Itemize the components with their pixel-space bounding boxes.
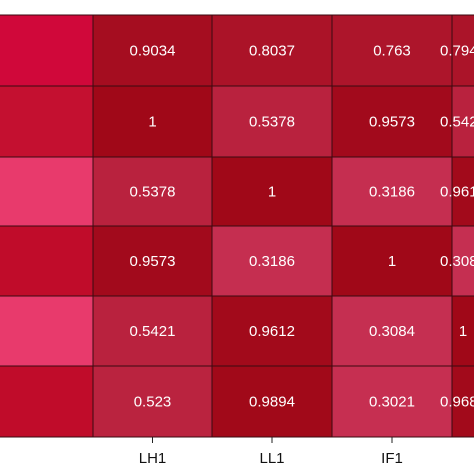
heatmap-cell bbox=[92, 295, 213, 367]
x-tick-label: LH1 bbox=[139, 450, 167, 467]
heatmap-cell-value: 0.3186 bbox=[249, 253, 295, 270]
heatmap-cell bbox=[0, 14, 94, 87]
heatmap-cell-value: 0.3084 bbox=[369, 323, 415, 340]
heatmap-cell-value: 0.8037 bbox=[249, 43, 295, 60]
heatmap-cell-value: 0.9688 bbox=[440, 394, 474, 411]
heatmap-cell bbox=[331, 14, 453, 87]
heatmap-cell bbox=[211, 14, 333, 87]
heatmap-cell-value: 0.9612 bbox=[249, 323, 295, 340]
heatmap-cell bbox=[331, 85, 453, 158]
heatmap-cell-value: 0.9894 bbox=[249, 394, 295, 411]
heatmap-cell-value: 1 bbox=[148, 114, 156, 131]
heatmap-cell bbox=[451, 85, 474, 158]
heatmap-cell bbox=[92, 365, 213, 438]
heatmap-cell-value: 1 bbox=[388, 253, 396, 270]
heatmap-cell-value: 0.3186 bbox=[369, 184, 415, 201]
heatmap-cell bbox=[0, 225, 94, 297]
heatmap-cell-value: 0.5421 bbox=[130, 323, 176, 340]
heatmap-cell bbox=[92, 85, 213, 158]
heatmap-cell-value: 0.9573 bbox=[369, 114, 415, 131]
heatmap-cell bbox=[451, 295, 474, 367]
heatmap-cell bbox=[331, 295, 453, 367]
x-tick-label: IF1 bbox=[381, 450, 403, 467]
heatmap-cell-value: 1 bbox=[459, 323, 467, 340]
heatmap-cell bbox=[211, 295, 333, 367]
heatmap-cell-value: 0.5421 bbox=[440, 114, 474, 131]
heatmap-cell bbox=[451, 365, 474, 438]
heatmap-cell bbox=[331, 156, 453, 227]
heatmap-cell bbox=[451, 14, 474, 87]
heatmap-cell bbox=[0, 295, 94, 367]
heatmap-cell-value: 0.763 bbox=[373, 43, 411, 60]
heatmap-cell-value: 0.5378 bbox=[130, 184, 176, 201]
heatmap-cell bbox=[331, 365, 453, 438]
heatmap-cell bbox=[331, 225, 453, 297]
heatmap-cell-value: 0.9573 bbox=[130, 253, 176, 270]
heatmap-cell bbox=[0, 85, 94, 158]
heatmap-cell bbox=[451, 225, 474, 297]
heatmap-cell-value: 0.9034 bbox=[130, 43, 176, 60]
x-tick-label: LL1 bbox=[259, 450, 284, 467]
heatmap-cell-value: 0.3021 bbox=[369, 394, 415, 411]
heatmap-cell bbox=[211, 225, 333, 297]
heatmap-cell-value: 1 bbox=[268, 184, 276, 201]
heatmap-cell bbox=[92, 225, 213, 297]
heatmap-cell-value: 0.523 bbox=[134, 394, 172, 411]
heatmap-cell-value: 0.9612 bbox=[440, 184, 474, 201]
heatmap-cell bbox=[0, 156, 94, 227]
heatmap-cell bbox=[0, 365, 94, 438]
heatmap-cell-value: 0.5378 bbox=[249, 114, 295, 131]
heatmap-cell bbox=[92, 14, 213, 87]
heatmap-cell-value: 0.3084 bbox=[440, 253, 474, 270]
heatmap-cell bbox=[451, 156, 474, 227]
